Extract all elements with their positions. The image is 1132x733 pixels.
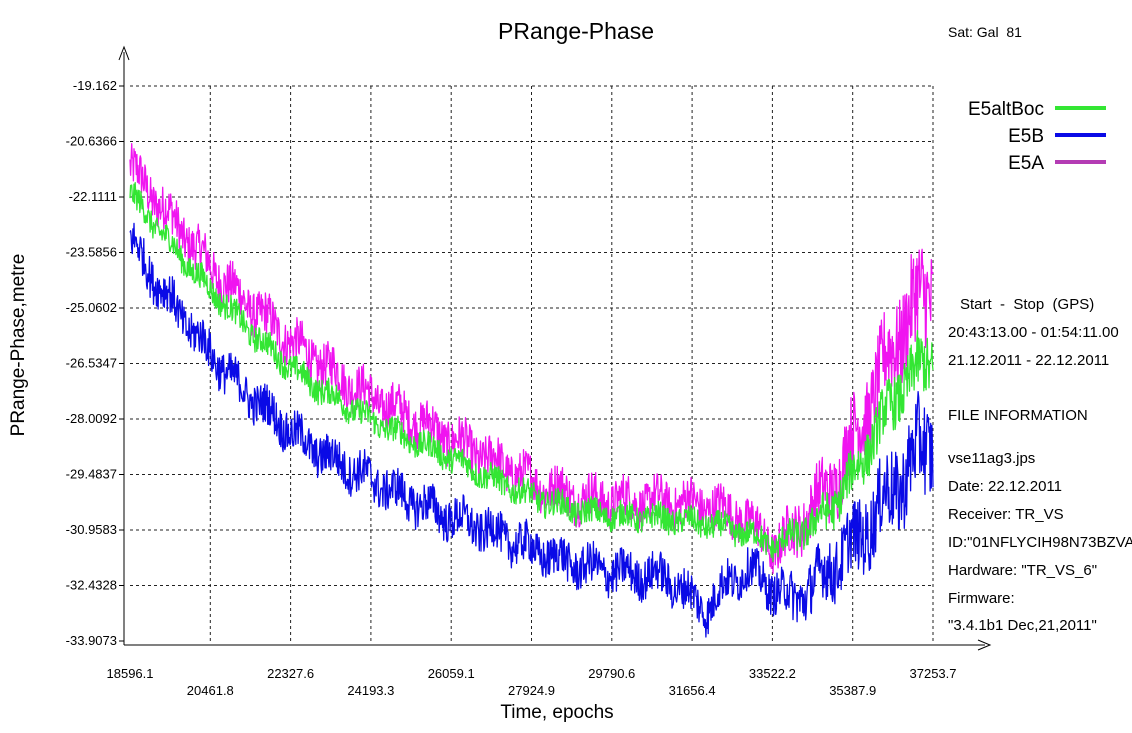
satellite-label: Sat: Gal 81 <box>948 24 1022 40</box>
y-tick-label: -26.5347 <box>66 356 117 371</box>
time-range: 20:43:13.00 - 01:54:11.00 <box>948 324 1119 341</box>
firmware-label: Firmware: <box>948 590 1015 607</box>
series-line-E5altBoc <box>129 181 934 563</box>
y-axis-arrow <box>118 45 130 61</box>
legend: E5altBoc E5B E5A <box>968 99 1106 174</box>
x-tick-label: 20461.8 <box>187 683 234 698</box>
file-name: vse11ag3.jps <box>948 450 1036 467</box>
x-axis-arrow <box>977 639 992 651</box>
x-tick-label: 31656.4 <box>669 683 716 698</box>
date-range: 21.12.2011 - 22.12.2011 <box>948 352 1110 369</box>
axes <box>118 45 992 651</box>
file-info-heading: FILE INFORMATION <box>948 407 1088 424</box>
legend-label: E5A <box>1008 153 1044 174</box>
y-tick-label: -19.162 <box>73 78 117 93</box>
x-tick-label: 27924.9 <box>508 683 555 698</box>
y-tick-label: -30.9583 <box>66 522 117 537</box>
y-tick-label: -22.1111 <box>69 189 117 204</box>
y-tick-label: -29.4837 <box>66 466 117 481</box>
receiver-id: ID:"01NFLYCIH98N73BZVA <box>948 534 1132 551</box>
y-tick-label: -23.5856 <box>66 245 117 260</box>
x-tick-label: 29790.6 <box>588 666 635 681</box>
y-tick-label: -28.0092 <box>66 411 117 426</box>
series-line-E5B <box>129 222 934 638</box>
x-tick-label: 22327.6 <box>267 666 314 681</box>
y-tick-label: -32.4328 <box>66 578 117 593</box>
y-tick-label: -20.6366 <box>66 134 117 149</box>
file-date: Date: 22.12.2011 <box>948 478 1062 495</box>
x-tick-label: 35387.9 <box>829 683 876 698</box>
legend-label: E5B <box>1008 126 1044 147</box>
start-stop-label: Start - Stop (GPS) <box>960 296 1095 313</box>
x-tick-label: 18596.1 <box>107 666 154 681</box>
x-tick-label: 26059.1 <box>428 666 475 681</box>
x-tick-label: 37253.7 <box>910 666 957 681</box>
x-tick-label: 24193.3 <box>347 683 394 698</box>
y-tick-label: -25.0602 <box>66 300 117 315</box>
chart-title: PRange-Phase <box>498 18 654 44</box>
legend-label: E5altBoc <box>968 99 1044 120</box>
x-axis-label: Time, epochs <box>500 702 613 723</box>
receiver: Receiver: TR_VS <box>948 506 1064 523</box>
y-axis-label: PRange-Phase,metre <box>8 254 29 437</box>
y-tick-label: -33.9073 <box>66 633 117 648</box>
series-layer <box>129 143 934 638</box>
x-tick-label: 33522.2 <box>749 666 796 681</box>
hardware: Hardware: "TR_VS_6" <box>948 562 1098 579</box>
tick-labels: -19.162 -20.6366 -22.1111 -23.5856 -25.0602 -… <box>66 78 957 698</box>
firmware-value: "3.4.1b1 Dec,21,2011" <box>948 617 1097 634</box>
